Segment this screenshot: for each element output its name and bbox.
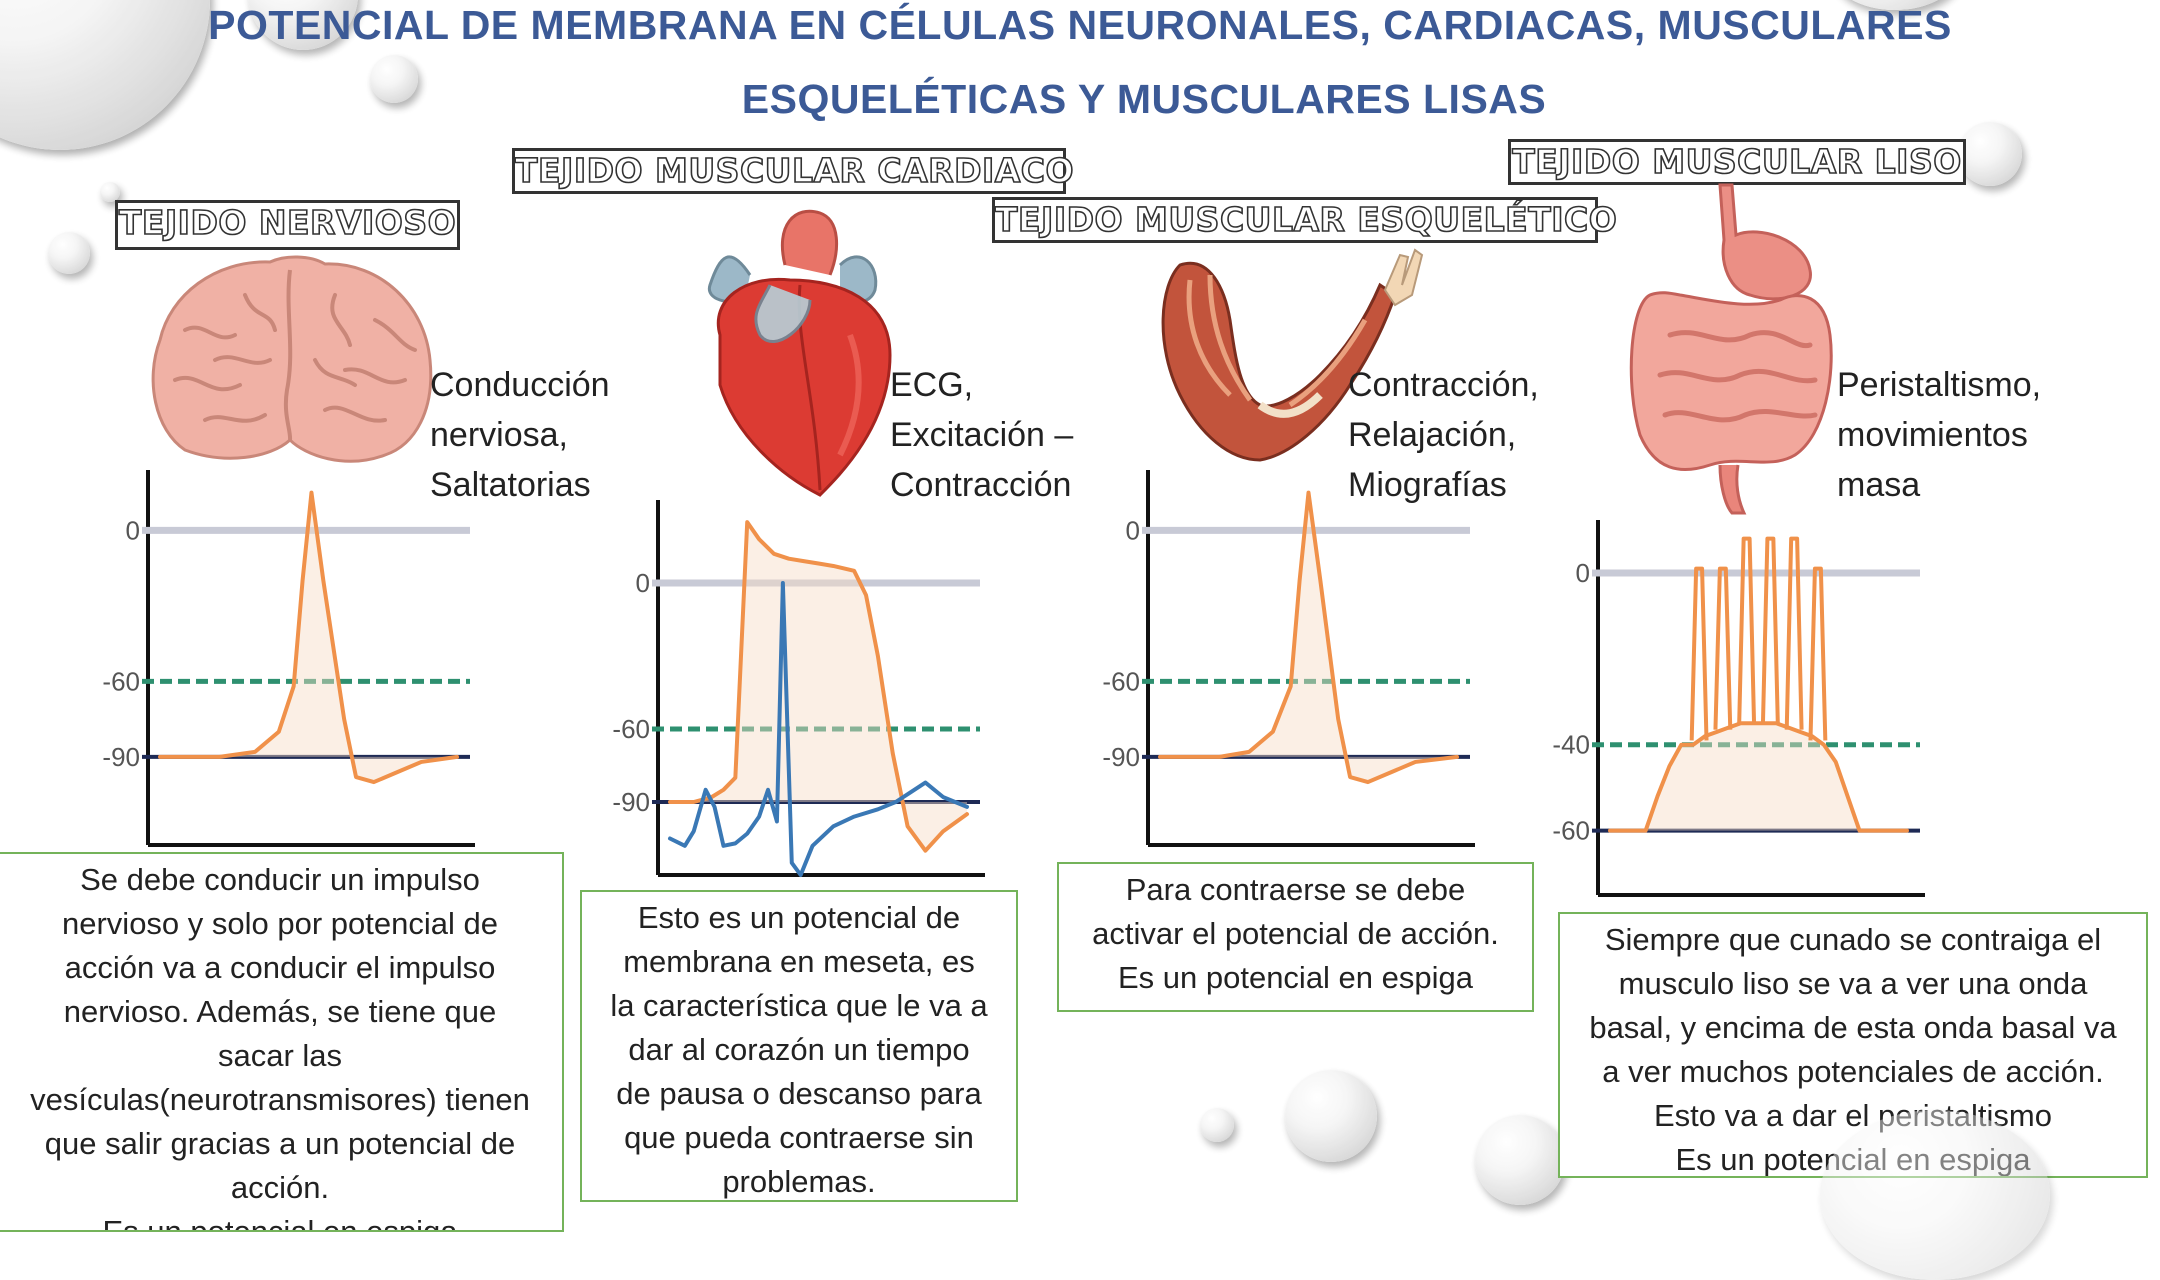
- y-tick-label: -60: [612, 714, 650, 744]
- series-line: [1608, 721, 1909, 833]
- label-tejido-liso: TEJIDO MUSCULAR LISO: [1508, 139, 1966, 185]
- spike-line: [1760, 536, 1780, 724]
- series-area: [160, 492, 457, 783]
- desc-line: Peristaltismo,: [1837, 366, 2042, 404]
- chart-liso: 0 -40 -60: [1552, 520, 1925, 897]
- decorative-bubble: [1200, 1108, 1234, 1142]
- arm-muscle-icon: [1161, 248, 1424, 462]
- brain-icon: [151, 255, 433, 463]
- text-line: dar al corazón un tiempo: [628, 1032, 970, 1067]
- text-line: problemas.: [722, 1164, 876, 1199]
- desc-cardiaco: ECG, Excitación – Contracción: [890, 360, 1073, 510]
- decorative-bubble: [1820, 1110, 2050, 1280]
- decorative-bubble: [1285, 1070, 1377, 1162]
- series-area: [1160, 492, 1457, 783]
- text-line: Es un potencial en espiga: [1117, 960, 1474, 995]
- desc-liso: Peristaltismo, movimientos masa: [1837, 360, 2041, 510]
- text-line: acción va a conducir el impulso: [64, 950, 496, 985]
- text-line: sacar las: [217, 1038, 343, 1073]
- page-title: POTENCIAL DE MEMBRANA EN CÉLULAS NEURONA…: [208, 2, 1952, 48]
- text-line: membrana en meseta, es: [623, 944, 975, 979]
- chart-esqueletico: 0 -60 -90: [1102, 470, 1475, 847]
- series-area: [1610, 723, 1907, 831]
- text-line: de pausa o descanso para: [616, 1076, 982, 1111]
- y-tick-label: -90: [1102, 742, 1140, 772]
- textbox-cardiaco: Esto es un potencial de membrana en mese…: [580, 890, 1018, 1202]
- series-line: [158, 490, 459, 785]
- text-line: que salir gracias a un potencial de: [44, 1126, 516, 1161]
- text-line: Se debe conducir un impulso: [80, 862, 480, 897]
- y-tick-label: -90: [612, 787, 650, 817]
- series-line: [668, 520, 969, 853]
- y-tick-label: 0: [636, 568, 650, 598]
- decorative-bubble: [1830, 0, 1960, 10]
- spike-line: [1784, 536, 1804, 730]
- desc-line: movimientos: [1837, 416, 2028, 454]
- text-line: Siempre que cunado se contraiga el: [1604, 922, 2102, 957]
- series-line: [1158, 490, 1459, 785]
- text-line: musculo liso se va a ver una onda: [1618, 966, 2088, 1001]
- digestive-tract-icon: [1629, 183, 1833, 515]
- label-tejido-esqueletico: TEJIDO MUSCULAR ESQUELÉTICO: [992, 197, 1618, 243]
- textbox-liso: Siempre que cunado se contraiga el muscu…: [1558, 912, 2148, 1178]
- decorative-bubble: [1958, 122, 2022, 186]
- text-line: la característica que le va a: [610, 988, 988, 1023]
- spike-line: [1808, 566, 1828, 741]
- desc-line: nerviosa,: [430, 416, 568, 454]
- y-tick-label: 0: [1126, 515, 1140, 545]
- decorative-bubble: [1475, 1115, 1565, 1205]
- desc-line: masa: [1837, 466, 1921, 504]
- y-tick-label: -60: [102, 666, 140, 696]
- y-tick-label: -40: [1552, 730, 1590, 760]
- text-line: Esto es un potencial de: [637, 900, 961, 935]
- spike-line: [1689, 566, 1709, 741]
- y-tick-label: 0: [126, 515, 140, 545]
- y-tick-label: -60: [1552, 816, 1590, 846]
- textbox-nervioso: Se debe conducir un impulso nervioso y s…: [0, 852, 564, 1232]
- y-tick-label: 0: [1576, 558, 1590, 588]
- text-line: basal, y encima de esta onda basal va: [1589, 1010, 2117, 1045]
- page-subtitle: ESQUELÉTICAS Y MUSCULARES LISAS: [741, 76, 1547, 122]
- text-line: que pueda contraerse sin: [624, 1120, 974, 1155]
- desc-line: ECG,: [890, 366, 974, 404]
- textbox-esqueletico: Para contraerse se debe activar el poten…: [1057, 862, 1534, 1012]
- y-tick-label: -90: [102, 742, 140, 772]
- desc-nervioso: Conducción nerviosa, Saltatorias: [430, 360, 610, 510]
- spike-line: [1713, 566, 1733, 730]
- text-line: vesículas(neurotransmisores) tienen: [30, 1082, 530, 1117]
- decorative-bubble: [370, 55, 418, 103]
- heart-icon: [707, 209, 892, 497]
- text-line: Esto va a dar el peristaltismo: [1653, 1098, 2052, 1133]
- desc-line: Contracción,: [1348, 366, 1539, 404]
- text-line: Es un potencial en espiga: [102, 1214, 458, 1232]
- text-line: nervioso y solo por potencial de: [62, 906, 498, 941]
- label-tejido-cardiaco: TEJIDO MUSCULAR CARDIACO: [512, 148, 1074, 194]
- desc-line: Conducción: [430, 366, 610, 404]
- y-tick-label: -60: [1102, 666, 1140, 696]
- desc-esqueletico: Contracción, Relajación, Miografías: [1348, 360, 1539, 510]
- desc-line: Contracción: [890, 466, 1072, 504]
- desc-line: Saltatorias: [430, 466, 591, 504]
- label-tejido-nervioso: TEJIDO NERVIOSO: [115, 200, 460, 250]
- text-line: activar el potencial de acción.: [1092, 916, 1499, 951]
- decorative-bubble: [48, 232, 90, 274]
- desc-line: Miografías: [1348, 466, 1507, 504]
- decorative-bubble: [100, 182, 120, 202]
- text-line: Es un potencial en espiga: [1675, 1142, 2031, 1177]
- chart-cardiaco: 0 -60 -90: [612, 500, 985, 877]
- text-line: a ver muchos potenciales de acción.: [1602, 1054, 2104, 1089]
- desc-line: Excitación –: [890, 416, 1074, 454]
- spike-line: [1737, 536, 1757, 724]
- desc-line: Relajación,: [1348, 416, 1517, 454]
- text-line: acción.: [230, 1170, 330, 1205]
- text-line: nervioso. Además, se tiene que: [63, 994, 497, 1029]
- text-line: Para contraerse se debe: [1125, 872, 1466, 907]
- series-line: [668, 581, 969, 877]
- chart-nervioso: 0 -60 -90: [102, 470, 475, 847]
